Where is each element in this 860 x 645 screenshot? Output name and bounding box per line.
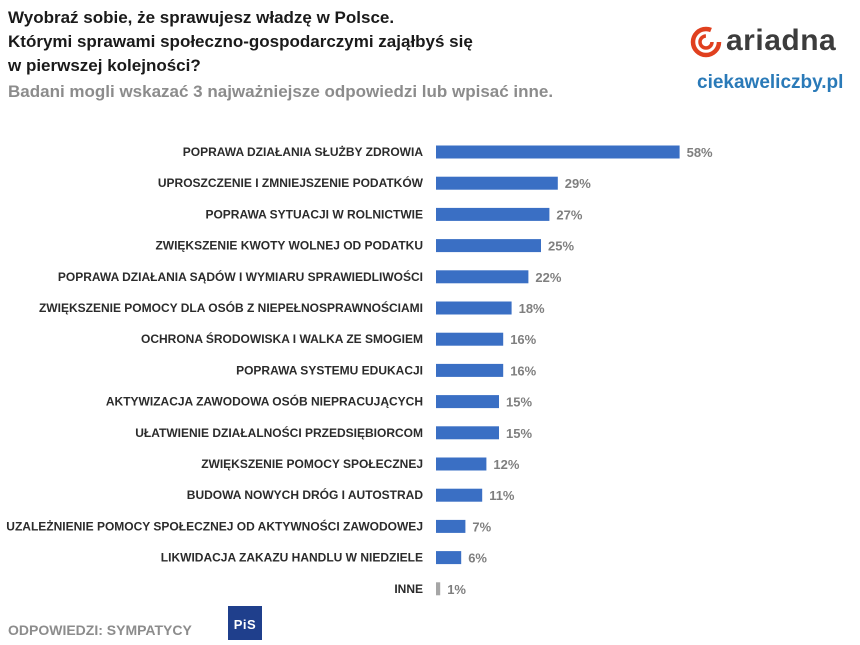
category-label: POPRAWA DZIAŁANIA SĄDÓW I WYMIARU SPRAWI… [58, 269, 423, 284]
ariadna-logo: ariadna [690, 24, 855, 60]
category-label: ZWIĘKSZENIE KWOTY WOLNEJ OD PODATKU [155, 239, 423, 253]
value-label: 6% [468, 551, 487, 566]
value-label: 16% [510, 332, 536, 347]
value-label: 27% [556, 207, 582, 222]
bar [436, 551, 462, 565]
bar [436, 145, 680, 159]
chart-title: Wyobraź sobie, że sprawujesz władzę w Po… [8, 6, 628, 78]
category-label: OCHRONA ŚRODOWISKA I WALKA ZE SMOGIEM [141, 331, 423, 346]
category-label: POPRAWA DZIAŁANIA SŁUŻBY ZDROWIA [183, 144, 424, 159]
value-label: 1% [447, 582, 466, 597]
category-label: POPRAWA SYTUACJI W ROLNICTWIE [205, 207, 423, 221]
value-label: 29% [565, 176, 591, 191]
bar [436, 395, 499, 409]
bar [436, 301, 512, 315]
bar-chart: POPRAWA DZIAŁANIA SŁUŻBY ZDROWIA 58% UPROS… [6, 144, 713, 597]
bar [436, 457, 487, 471]
category-label: UŁATWIENIE DZIAŁALNOŚCI PRZEDSIĘBIORCOM [135, 425, 423, 440]
bar [436, 176, 558, 190]
value-label: 25% [548, 239, 574, 254]
bar [436, 270, 529, 284]
brand-name: ariadna [726, 24, 837, 57]
respondents-label: ODPOWIEDZI: SYMPATYCY [8, 622, 192, 638]
category-label: ZWIĘKSZENIE POMOCY SPOŁECZNEJ [201, 457, 423, 471]
value-label: 15% [506, 426, 532, 441]
bar [436, 239, 541, 253]
category-label: LIKWIDACJA ZAKAZU HANDLU W NIEDZIELE [161, 551, 423, 565]
title-line-1: Wyobraź sobie, że sprawujesz władzę w Po… [8, 8, 395, 27]
party-logo: PiS [228, 606, 262, 640]
bar [436, 363, 504, 377]
value-label: 11% [489, 488, 515, 503]
value-label: 58% [687, 145, 713, 160]
value-label: 16% [510, 363, 536, 378]
category-label: BUDOWA NOWYCH DRÓG I AUTOSTRAD [187, 487, 424, 502]
value-label: 22% [535, 270, 561, 285]
party-logo-text: PiS [233, 617, 257, 632]
bar [436, 332, 504, 346]
value-label: 18% [519, 301, 545, 316]
bar [436, 519, 466, 533]
category-label: UPROSZCZENIE I ZMNIEJSZENIE PODATKÓW [158, 175, 424, 190]
bar [436, 426, 499, 440]
category-label: UZALEŻNIENIE POMOCY SPOŁECZNEJ OD AKTYWN… [6, 518, 423, 533]
title-line-2: Którymi sprawami społeczno-gospodarczymi… [8, 32, 473, 51]
value-label: 7% [472, 519, 491, 534]
bar [436, 207, 550, 221]
category-label: ZWIĘKSZENIE POMOCY DLA OSÓB Z NIEPEŁNOSP… [39, 300, 423, 315]
category-label: POPRAWA SYSTEMU EDUKACJI [236, 363, 423, 377]
bar [436, 488, 483, 502]
bar [436, 582, 441, 596]
title-line-3: w pierwszej kolejności? [8, 56, 201, 75]
chart-subtitle: Badani mogli wskazać 3 najważniejsze odp… [8, 82, 554, 101]
category-label: AKTYWIZACJA ZAWODOWA OSÓB NIEPRACUJĄCYCH [106, 394, 423, 409]
category-label: INNE [394, 582, 423, 596]
value-label: 15% [506, 395, 532, 410]
site-link[interactable]: ciekaweliczby.pl [697, 72, 844, 93]
value-label: 12% [493, 457, 519, 472]
ariadna-swirl-icon [690, 26, 722, 58]
